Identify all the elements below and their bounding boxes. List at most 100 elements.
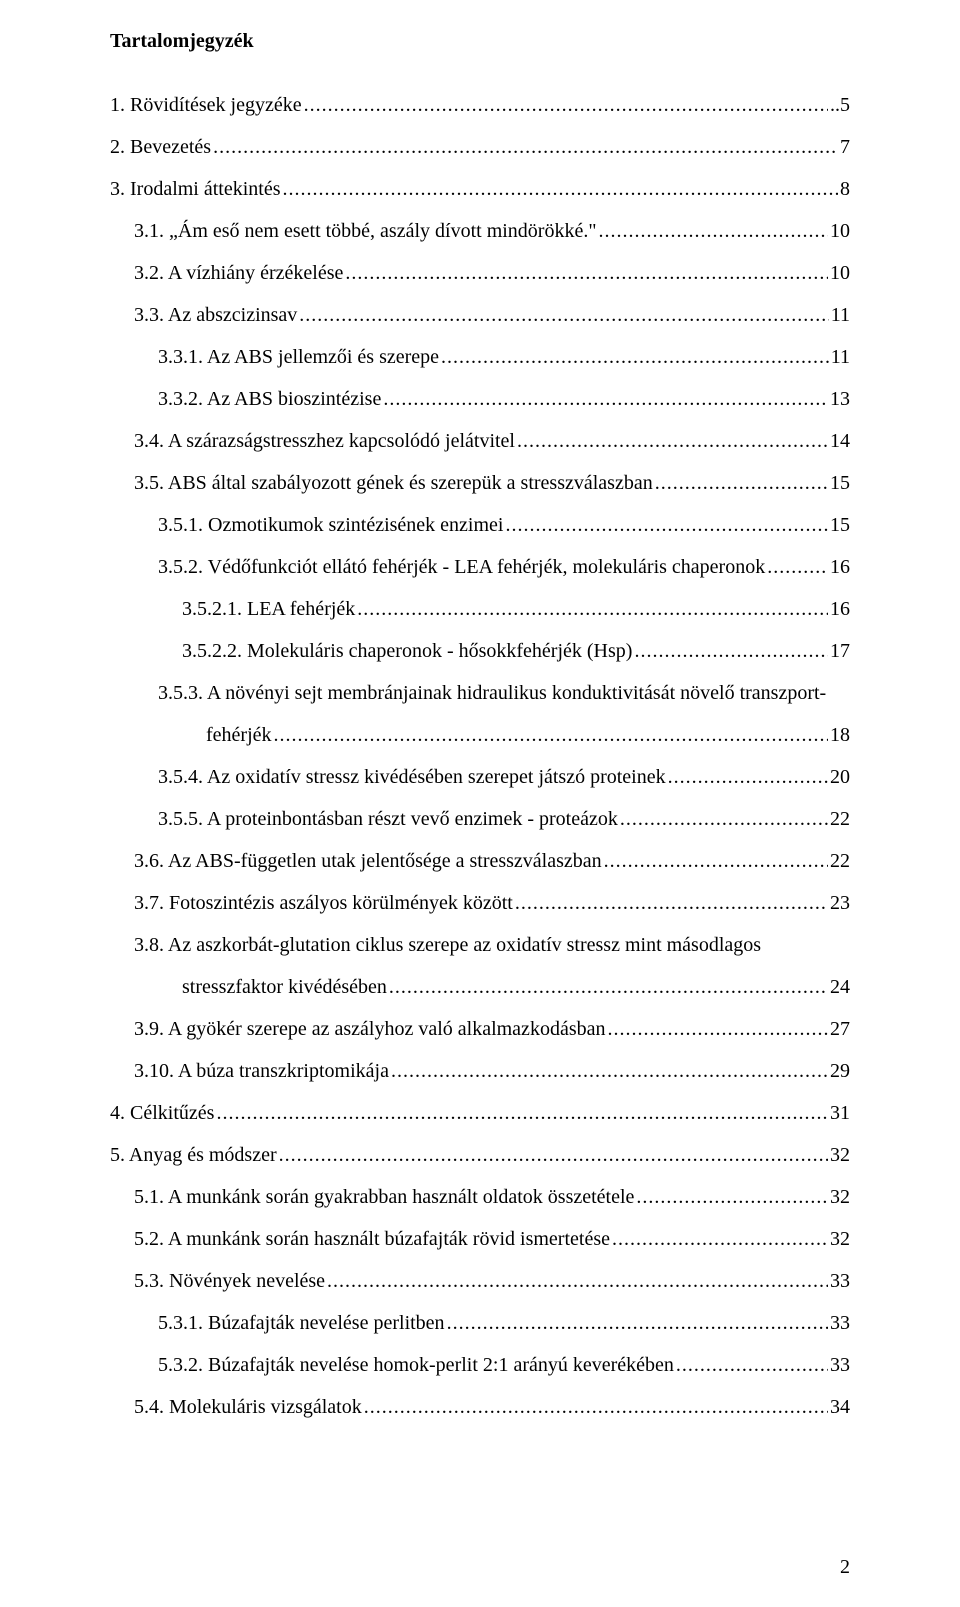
toc-entry: 3.10. A búza transzkriptomikája29 xyxy=(110,1061,850,1081)
toc-entry: 3.7. Fotoszintézis aszályos körülmények … xyxy=(110,893,850,913)
toc-entry-page: 16 xyxy=(830,557,850,577)
toc-entry-label: 5. Anyag és módszer xyxy=(110,1145,277,1165)
toc-leader-dots xyxy=(357,599,828,619)
toc-entry-label: 3.5. ABS által szabályozott gének és sze… xyxy=(134,473,653,493)
toc-entry-label: 5.2. A munkánk során használt búzafajták… xyxy=(134,1229,610,1249)
toc-entry-label: 3.9. A gyökér szerepe az aszályhoz való … xyxy=(134,1019,605,1039)
toc-entry: 3.5. ABS által szabályozott gének és sze… xyxy=(110,473,850,493)
toc-leader-dots xyxy=(620,809,828,829)
toc-entry-label: 2. Bevezetés xyxy=(110,137,211,157)
toc-entry-label: 5.3.2. Búzafajták nevelése homok-perlit … xyxy=(158,1355,674,1375)
toc-leader-dots xyxy=(304,95,828,115)
toc-entry-page: 11 xyxy=(831,305,850,325)
toc-entry-label: 3.3. Az abszcizinsav xyxy=(134,305,297,325)
toc-entry: 3.5.5. A proteinbontásban részt vevő enz… xyxy=(110,809,850,829)
toc-entry-page: 14 xyxy=(830,431,850,451)
toc-entry-page: 20 xyxy=(830,767,850,787)
toc-entry: 3.3. Az abszcizinsav 11 xyxy=(110,305,850,325)
toc-entry-label: 3.2. A vízhiány érzékelése xyxy=(134,263,343,283)
toc-entry-label: 4. Célkitűzés xyxy=(110,1103,214,1123)
toc-leader-dots xyxy=(517,431,828,451)
toc-leader-dots xyxy=(634,641,828,661)
toc-entry: 3.3.2. Az ABS bioszintézise13 xyxy=(110,389,850,409)
toc-entry-page: 15 xyxy=(830,473,850,493)
toc-leader-dots xyxy=(515,893,828,913)
toc-entry-page: 29 xyxy=(830,1061,850,1081)
toc-leader-dots xyxy=(345,263,828,283)
toc-entry: 3.5.2.2. Molekuláris chaperonok - hősokk… xyxy=(110,641,850,661)
toc-entry: 3.2. A vízhiány érzékelése 10 xyxy=(110,263,850,283)
table-of-contents: 1. Rövidítések jegyzéke..5 2. Bevezetés7 3… xyxy=(110,95,850,1417)
toc-entry: 3.5.2. Védőfunkciót ellátó fehérjék - LE… xyxy=(110,557,850,577)
toc-entry-page: 8 xyxy=(840,179,850,199)
toc-entry: 5. Anyag és módszer 32 xyxy=(110,1145,850,1165)
toc-entry-page: 10 xyxy=(830,221,850,241)
toc-leader-dots xyxy=(299,305,828,325)
toc-entry-page: 18 xyxy=(830,725,850,745)
toc-entry-label: 3.4. A szárazságstresszhez kapcsolódó je… xyxy=(134,431,515,451)
toc-entry: 5.4. Molekuláris vizsgálatok34 xyxy=(110,1397,850,1417)
toc-entry: 1. Rövidítések jegyzéke..5 xyxy=(110,95,850,115)
toc-entry-label: 5.3. Növények nevelése xyxy=(134,1271,325,1291)
toc-entry-label: 3.3.1. Az ABS jellemzői és szerepe xyxy=(158,347,439,367)
toc-entry: 3.5.4. Az oxidatív stressz kivédésében s… xyxy=(110,767,850,787)
toc-entry: 3.5.1. Ozmotikumok szintézisének enzimei… xyxy=(110,515,850,535)
toc-entry-label: 3.5.1. Ozmotikumok szintézisének enzimei xyxy=(158,515,503,535)
toc-entry: 3.1. „Ám eső nem esett többé, aszály dív… xyxy=(110,221,850,241)
toc-entry: 5.2. A munkánk során használt búzafajták… xyxy=(110,1229,850,1249)
toc-entry: 3.5.2.1. LEA fehérjék 16 xyxy=(110,599,850,619)
toc-leader-dots xyxy=(279,1145,828,1165)
toc-entry: 3.8. Az aszkorbát-glutation ciklus szere… xyxy=(110,935,850,997)
toc-entry-label: 3.5.5. A proteinbontásban részt vevő enz… xyxy=(158,809,618,829)
toc-leader-dots xyxy=(505,515,828,535)
toc-entry-label: 5.3.1. Búzafajták nevelése perlitben xyxy=(158,1313,445,1333)
toc-entry-page: 24 xyxy=(830,977,850,997)
toc-leader-dots xyxy=(391,1061,828,1081)
toc-entry-label: 3.8. Az aszkorbát-glutation ciklus szere… xyxy=(134,935,850,955)
toc-entry-label: 5.1. A munkánk során gyakrabban használt… xyxy=(134,1187,634,1207)
toc-title: Tartalomjegyzék xyxy=(110,30,850,53)
toc-entry-page: 15 xyxy=(830,515,850,535)
toc-entry-page: 32 xyxy=(830,1145,850,1165)
toc-entry: 3.3.1. Az ABS jellemzői és szerepe 11 xyxy=(110,347,850,367)
toc-entry-page: 11 xyxy=(831,347,850,367)
toc-leader-dots xyxy=(607,1019,828,1039)
toc-entry-label: 3.3.2. Az ABS bioszintézise xyxy=(158,389,381,409)
toc-entry: 4. Célkitűzés 31 xyxy=(110,1103,850,1123)
toc-leader-dots xyxy=(676,1355,828,1375)
toc-entry: 3. Irodalmi áttekintés 8 xyxy=(110,179,850,199)
toc-entry-label: 3. Irodalmi áttekintés xyxy=(110,179,281,199)
toc-entry-page: 33 xyxy=(830,1313,850,1333)
toc-leader-dots xyxy=(655,473,828,493)
toc-leader-dots xyxy=(364,1397,828,1417)
toc-entry-label: fehérjék xyxy=(206,725,272,745)
toc-leader-dots xyxy=(389,977,828,997)
toc-entry: 2. Bevezetés7 xyxy=(110,137,850,157)
toc-entry: 3.9. A gyökér szerepe az aszályhoz való … xyxy=(110,1019,850,1039)
toc-entry-page: 22 xyxy=(830,851,850,871)
toc-entry-label: 3.7. Fotoszintézis aszályos körülmények … xyxy=(134,893,513,913)
toc-leader-dots xyxy=(636,1187,828,1207)
toc-entry-page: 32 xyxy=(830,1187,850,1207)
document-page: Tartalomjegyzék 1. Rövidítések jegyzéke.… xyxy=(0,0,960,1607)
toc-entry-label: 3.6. Az ABS-független utak jelentősége a… xyxy=(134,851,602,871)
toc-leader-dots xyxy=(668,767,828,787)
toc-entry-page: 10 xyxy=(830,263,850,283)
toc-entry-label: 3.5.2. Védőfunkciót ellátó fehérjék - LE… xyxy=(158,557,765,577)
toc-entry-label: stresszfaktor kivédésében xyxy=(182,977,387,997)
toc-entry: 5.3.1. Búzafajták nevelése perlitben 33 xyxy=(110,1313,850,1333)
toc-leader-dots xyxy=(447,1313,828,1333)
toc-entry-page: 27 xyxy=(830,1019,850,1039)
toc-entry-label: 3.5.2.2. Molekuláris chaperonok - hősokk… xyxy=(182,641,632,661)
toc-entry: 5.1. A munkánk során gyakrabban használt… xyxy=(110,1187,850,1207)
toc-entry: 3.5.3. A növényi sejt membránjainak hidr… xyxy=(110,683,850,745)
toc-entry-page: 31 xyxy=(830,1103,850,1123)
toc-leader-dots xyxy=(599,221,828,241)
toc-entry-label: 1. Rövidítések jegyzéke xyxy=(110,95,302,115)
toc-leader-dots xyxy=(283,179,838,199)
page-number: 2 xyxy=(840,1556,850,1579)
toc-entry-label: 3.5.2.1. LEA fehérjék xyxy=(182,599,355,619)
toc-entry-label: 5.4. Molekuláris vizsgálatok xyxy=(134,1397,362,1417)
toc-entry-page: 33 xyxy=(830,1271,850,1291)
toc-entry-page: 16 xyxy=(830,599,850,619)
